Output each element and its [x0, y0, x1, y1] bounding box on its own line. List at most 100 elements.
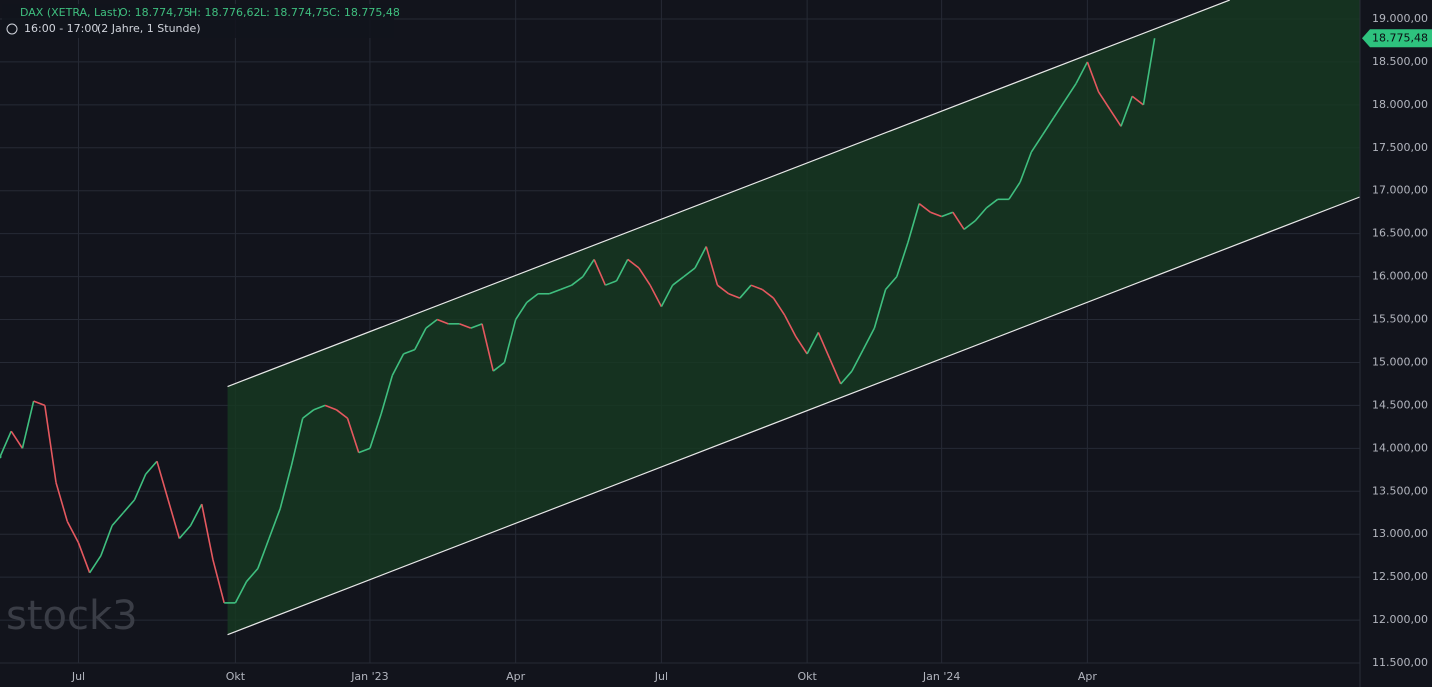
price-segment — [1008, 181, 1021, 200]
price-segment — [257, 538, 270, 569]
range: (2 Jahre, 1 Stunde) — [97, 22, 201, 35]
price-segment — [200, 503, 214, 561]
clock-icon — [6, 23, 18, 35]
y-tick-label: 16.000,00 — [1372, 270, 1428, 283]
header-bg — [2, 4, 394, 38]
y-tick-label: 18.000,00 — [1372, 98, 1428, 111]
price-segment — [761, 288, 774, 299]
y-tick-label: 19.000,00 — [1372, 12, 1428, 25]
price-segment — [828, 357, 842, 385]
price-series — [0, 38, 1156, 604]
price-segment — [403, 348, 416, 355]
price-segment — [279, 465, 293, 509]
symbol: DAX (XETRA, Last) — [20, 6, 121, 19]
open: O: 18.774,75 — [119, 6, 191, 19]
price-segment — [268, 508, 281, 539]
channel-fill — [227, 0, 1360, 635]
price-segment — [425, 318, 438, 329]
session: 16:00 - 17:00 — [24, 22, 98, 35]
y-tick-label: 14.500,00 — [1372, 398, 1428, 411]
price-segment — [560, 284, 572, 291]
y-tick-label: 13.500,00 — [1372, 484, 1428, 497]
price-segment — [89, 555, 102, 574]
channel — [227, 0, 1360, 636]
price-segment — [817, 332, 831, 359]
x-tick-label: Jan '23 — [350, 670, 388, 683]
y-tick-label: 15.500,00 — [1372, 313, 1428, 326]
price-segment — [672, 275, 685, 286]
price-segment — [1097, 91, 1111, 110]
price-segment — [896, 242, 909, 277]
price-segment — [1142, 38, 1156, 105]
price-segment — [605, 280, 617, 286]
price-segment — [582, 258, 595, 278]
price-segment — [884, 276, 898, 291]
price-segment — [313, 404, 326, 411]
price-segment — [133, 473, 147, 501]
price-segment — [851, 349, 864, 372]
price-segment — [728, 293, 741, 299]
y-tick-label: 12.500,00 — [1372, 570, 1428, 583]
price-segment — [55, 482, 69, 522]
price-segment — [111, 512, 124, 527]
x-tick-label: Apr — [1078, 670, 1098, 683]
price-segment — [683, 267, 696, 278]
last-price-tag — [1362, 29, 1432, 48]
price-segment — [414, 327, 427, 350]
x-tick-label: Jul — [654, 670, 668, 683]
price-segment — [806, 332, 820, 355]
price-segment — [145, 460, 158, 475]
price-segment — [1064, 82, 1077, 102]
y-tick-label: 18.500,00 — [1372, 55, 1428, 68]
price-segment — [840, 370, 853, 385]
channel-lower — [227, 196, 1360, 636]
price-segment — [302, 409, 315, 419]
x-tick-label: Okt — [797, 670, 817, 683]
price-segment — [470, 323, 483, 329]
price-segment — [391, 353, 405, 376]
price-segment — [21, 400, 35, 449]
low: L: 18.774,75 — [260, 6, 329, 19]
x-tick-label: Jul — [71, 670, 85, 683]
price-segment — [77, 542, 91, 574]
price-segment — [66, 520, 80, 544]
price-segment — [122, 499, 136, 514]
price-segment — [918, 202, 931, 213]
x-tick-label: Okt — [226, 670, 246, 683]
price-segment — [638, 267, 651, 286]
price-segment — [0, 430, 12, 458]
price-segment — [246, 568, 259, 582]
price-segment — [772, 297, 786, 316]
price-segment — [783, 314, 797, 338]
price-segment — [1041, 117, 1055, 136]
price-segment — [941, 211, 954, 218]
price-segment — [358, 447, 371, 454]
price-segment — [335, 409, 348, 419]
y-tick-label: 15.000,00 — [1372, 355, 1428, 368]
price-segment — [1053, 100, 1066, 119]
price-segment — [862, 327, 876, 350]
price-segment — [907, 203, 920, 243]
price-segment — [436, 318, 449, 325]
y-tick-label: 17.000,00 — [1372, 184, 1428, 197]
x-tick-label: Jan '24 — [922, 670, 960, 683]
price-segment — [234, 581, 248, 604]
price-segment — [615, 259, 629, 282]
price-segment — [660, 284, 674, 308]
channel-upper — [227, 0, 1230, 388]
price-segment — [503, 319, 517, 363]
price-segment — [974, 207, 988, 222]
price-segment — [33, 400, 46, 407]
price-segment — [189, 503, 203, 526]
price-segment — [167, 499, 181, 539]
price-segment — [694, 246, 707, 269]
price-segment — [795, 336, 808, 355]
price-segment — [369, 413, 382, 449]
price-segment — [985, 198, 999, 209]
price-segment — [380, 375, 394, 415]
price-segment — [346, 418, 360, 453]
price-segment — [952, 211, 965, 230]
y-tick-label: 12.000,00 — [1372, 613, 1428, 626]
price-segment — [571, 275, 584, 286]
